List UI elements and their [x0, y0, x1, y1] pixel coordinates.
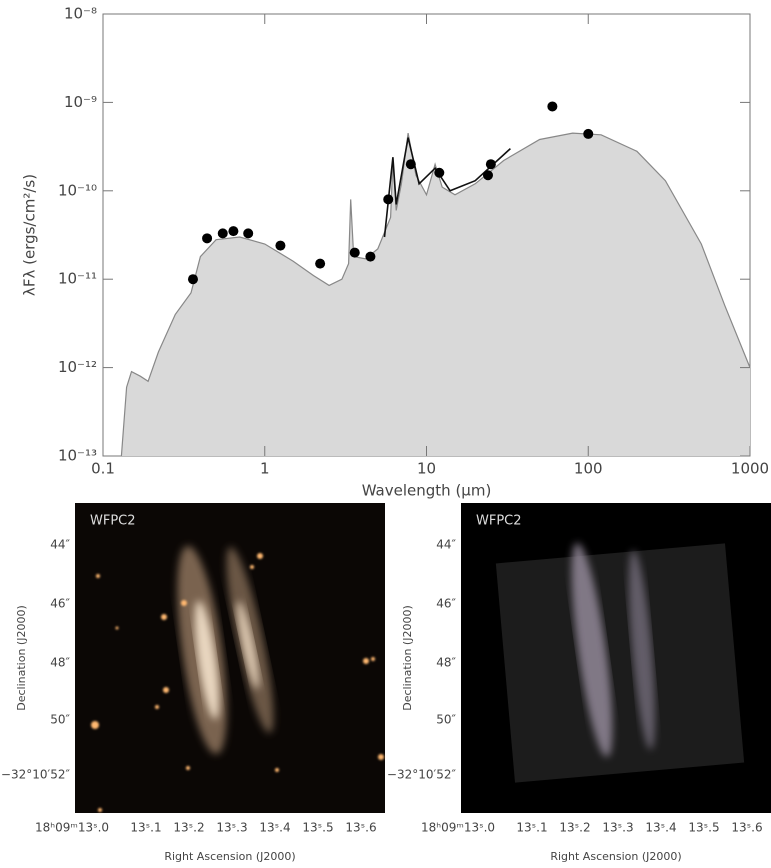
y-tick-label: 46″	[50, 597, 70, 611]
image-right	[461, 503, 771, 813]
x-tick-label: 13ˢ.4	[645, 821, 676, 835]
photometry-point	[228, 226, 239, 237]
photometry-point	[202, 233, 213, 244]
x-tick-label: 13ˢ.4	[259, 821, 290, 835]
y-tick-label: 48″	[436, 656, 456, 670]
x-tick-label: 18ʰ09ᵐ13ˢ.0	[421, 821, 495, 835]
x-tick-label: 13ˢ.6	[345, 821, 376, 835]
x-tick-label: 13ˢ.1	[130, 821, 161, 835]
y-axis-label: λFλ (ergs/cm²/s)	[21, 174, 39, 296]
photometry-point	[275, 240, 286, 251]
photometry-point	[383, 194, 394, 205]
x-tick-label: 1000	[731, 460, 769, 478]
x-tick-label: 1	[260, 460, 270, 478]
x-tick-label: 13ˢ.3	[216, 821, 247, 835]
y-tick-label: 10⁻¹⁰	[58, 181, 97, 199]
y-tick-label: 10⁻¹¹	[58, 270, 97, 288]
photometry-point	[547, 101, 558, 112]
x-tick-label: 10	[417, 460, 436, 478]
photometry-point	[482, 170, 493, 181]
y-tick-label: 10⁻¹³	[58, 447, 97, 465]
photometry-point	[349, 247, 360, 258]
x-axis-label: Right Ascension (J2000)	[164, 850, 295, 863]
y-tick-label: 10⁻¹²	[58, 358, 97, 376]
x-tick-label: 13ˢ.3	[602, 821, 633, 835]
photometry-point	[243, 228, 254, 239]
model-curve	[120, 132, 751, 457]
x-tick-label: 13ˢ.1	[516, 821, 547, 835]
x-tick-label: 13ˢ.5	[688, 821, 719, 835]
y-tick-label: 50″	[436, 713, 456, 727]
y-tick-label: 44″	[50, 538, 70, 552]
y-tick-label: −32°10′52″	[387, 768, 457, 782]
x-tick-label: 13ˢ.2	[559, 821, 590, 835]
photometry-point	[217, 228, 228, 239]
photometry-point	[434, 167, 445, 178]
x-tick-label: 13ˢ.2	[173, 821, 204, 835]
x-tick-label: 13ˢ.5	[302, 821, 333, 835]
y-tick-label: −32°10′52″	[1, 768, 71, 782]
y-tick-label: 10⁻⁸	[64, 5, 97, 23]
y-tick-label: 10⁻⁹	[64, 93, 97, 111]
image-label: WFPC2	[90, 514, 136, 529]
x-tick-label: 100	[574, 460, 603, 478]
photometry-point	[485, 159, 496, 170]
photometry-point	[583, 128, 594, 139]
y-tick-label: 48″	[50, 656, 70, 670]
image-label: WFPC2	[476, 514, 522, 529]
image-left	[75, 503, 385, 813]
spectrum-line	[383, 137, 511, 238]
x-tick-label: 0.1	[91, 460, 115, 478]
y-axis-label: Declination (J2000)	[401, 605, 414, 711]
photometry-point	[315, 258, 326, 269]
x-tick-label: 18ʰ09ᵐ13ˢ.0	[35, 821, 109, 835]
y-tick-label: 46″	[436, 597, 456, 611]
photometry-point	[187, 274, 198, 285]
y-axis-label: Declination (J2000)	[15, 605, 28, 711]
photometry-point	[365, 251, 376, 262]
photometry-point	[405, 159, 416, 170]
y-tick-label: 50″	[50, 713, 70, 727]
y-tick-label: 44″	[436, 538, 456, 552]
x-axis-label: Wavelength (μm)	[362, 482, 492, 500]
x-axis-label: Right Ascension (J2000)	[550, 850, 681, 863]
x-tick-label: 13ˢ.6	[731, 821, 762, 835]
model-area	[121, 133, 750, 456]
